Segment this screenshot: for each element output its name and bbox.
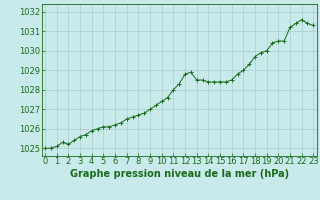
X-axis label: Graphe pression niveau de la mer (hPa): Graphe pression niveau de la mer (hPa) <box>70 169 289 179</box>
